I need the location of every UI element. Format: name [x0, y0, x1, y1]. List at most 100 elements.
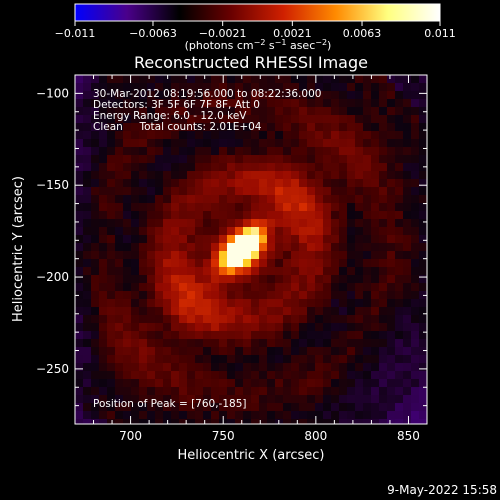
- heatmap-cell: [347, 243, 355, 251]
- heatmap-cell: [75, 275, 83, 283]
- heatmap-cell: [307, 395, 315, 403]
- heatmap-cell: [395, 139, 403, 147]
- heatmap-cell: [115, 411, 123, 419]
- heatmap-cell: [251, 419, 259, 424]
- heatmap-cell: [283, 171, 291, 179]
- heatmap-cell: [211, 339, 219, 347]
- heatmap-cell: [107, 275, 115, 283]
- heatmap-cell: [347, 283, 355, 291]
- heatmap-cell: [211, 315, 219, 323]
- heatmap-cell: [171, 403, 179, 411]
- heatmap-cell: [147, 307, 155, 315]
- heatmap-cell: [315, 355, 323, 363]
- heatmap-cell: [307, 179, 315, 187]
- heatmap-cell: [203, 315, 211, 323]
- heatmap-cell: [363, 355, 371, 363]
- heatmap-cell: [331, 75, 339, 83]
- heatmap-cell: [347, 251, 355, 259]
- heatmap-cell: [219, 131, 227, 139]
- heatmap-cell: [131, 315, 139, 323]
- heatmap-cell: [123, 259, 131, 267]
- heatmap-cell: [315, 315, 323, 323]
- heatmap-cell: [331, 131, 339, 139]
- heatmap-cell: [291, 331, 299, 339]
- heatmap-cell: [315, 203, 323, 211]
- heatmap-cell: [291, 187, 299, 195]
- y-axis-label: Heliocentric Y (arcsec): [11, 176, 26, 322]
- heatmap-cell: [339, 275, 347, 283]
- heatmap-cell: [203, 339, 211, 347]
- heatmap-cell: [163, 331, 171, 339]
- heatmap-cell: [315, 331, 323, 339]
- heatmap-cell: [323, 163, 331, 171]
- heatmap-cell: [235, 403, 243, 411]
- heatmap-cell: [219, 123, 227, 131]
- heatmap-cell: [379, 139, 387, 147]
- heatmap-cell: [411, 331, 419, 339]
- heatmap-cell: [155, 171, 163, 179]
- heatmap-cell: [211, 259, 219, 267]
- heatmap-cell: [123, 331, 131, 339]
- heatmap-cell: [299, 203, 307, 211]
- heatmap-cell: [363, 115, 371, 123]
- heatmap-cell: [83, 187, 91, 195]
- heatmap-cell: [163, 139, 171, 147]
- heatmap-cell: [363, 283, 371, 291]
- heatmap-cell: [243, 171, 251, 179]
- colorbar-unit-label: (photons cm−2 s−1 asec−2): [185, 38, 332, 53]
- heatmap-cell: [299, 107, 307, 115]
- heatmap-cell: [283, 139, 291, 147]
- heatmap-cell: [411, 275, 419, 283]
- heatmap-cell: [339, 123, 347, 131]
- heatmap-cell: [131, 155, 139, 163]
- heatmap-cell: [211, 355, 219, 363]
- heatmap-cell: [403, 251, 411, 259]
- plot-image: [75, 75, 427, 424]
- heatmap-cell: [163, 155, 171, 163]
- heatmap-cell: [195, 243, 203, 251]
- heatmap-cell: [283, 395, 291, 403]
- heatmap-cell: [355, 379, 363, 387]
- heatmap-cell: [283, 379, 291, 387]
- heatmap-cell: [395, 339, 403, 347]
- heatmap-cell: [395, 115, 403, 123]
- heatmap-cell: [91, 323, 99, 331]
- heatmap-cell: [155, 259, 163, 267]
- heatmap-cell: [403, 315, 411, 323]
- heatmap-cell: [275, 147, 283, 155]
- heatmap-cell: [243, 307, 251, 315]
- heatmap-cell: [283, 323, 291, 331]
- heatmap-cell: [99, 403, 107, 411]
- heatmap-cell: [171, 251, 179, 259]
- heatmap-cell: [291, 307, 299, 315]
- heatmap-cell: [163, 179, 171, 187]
- heatmap-cell: [363, 371, 371, 379]
- heatmap-cell: [363, 315, 371, 323]
- heatmap-cell: [267, 195, 275, 203]
- heatmap-cell: [219, 323, 227, 331]
- heatmap-cell: [83, 91, 91, 99]
- heatmap-cell: [107, 115, 115, 123]
- heatmap-cell: [371, 347, 379, 355]
- heatmap-cell: [155, 419, 163, 424]
- heatmap-cell: [363, 179, 371, 187]
- heatmap-cell: [155, 83, 163, 91]
- heatmap-cell: [83, 147, 91, 155]
- annotation-detectors: Detectors: 3F 5F 6F 7F 8F, Att 0: [93, 99, 260, 111]
- heatmap-cell: [243, 83, 251, 91]
- heatmap-cell: [299, 323, 307, 331]
- heatmap-cell: [203, 115, 211, 123]
- heatmap-cell: [147, 123, 155, 131]
- heatmap-cell: [99, 235, 107, 243]
- heatmap-cell: [411, 259, 419, 267]
- heatmap-cell: [267, 219, 275, 227]
- heatmap-cell: [347, 155, 355, 163]
- heatmap-cell: [299, 267, 307, 275]
- heatmap-cell: [251, 363, 259, 371]
- heatmap-cell: [323, 123, 331, 131]
- heatmap-cell: [363, 235, 371, 243]
- heatmap-cell: [107, 195, 115, 203]
- heatmap-cell: [211, 411, 219, 419]
- heatmap-cell: [155, 195, 163, 203]
- heatmap-cell: [315, 195, 323, 203]
